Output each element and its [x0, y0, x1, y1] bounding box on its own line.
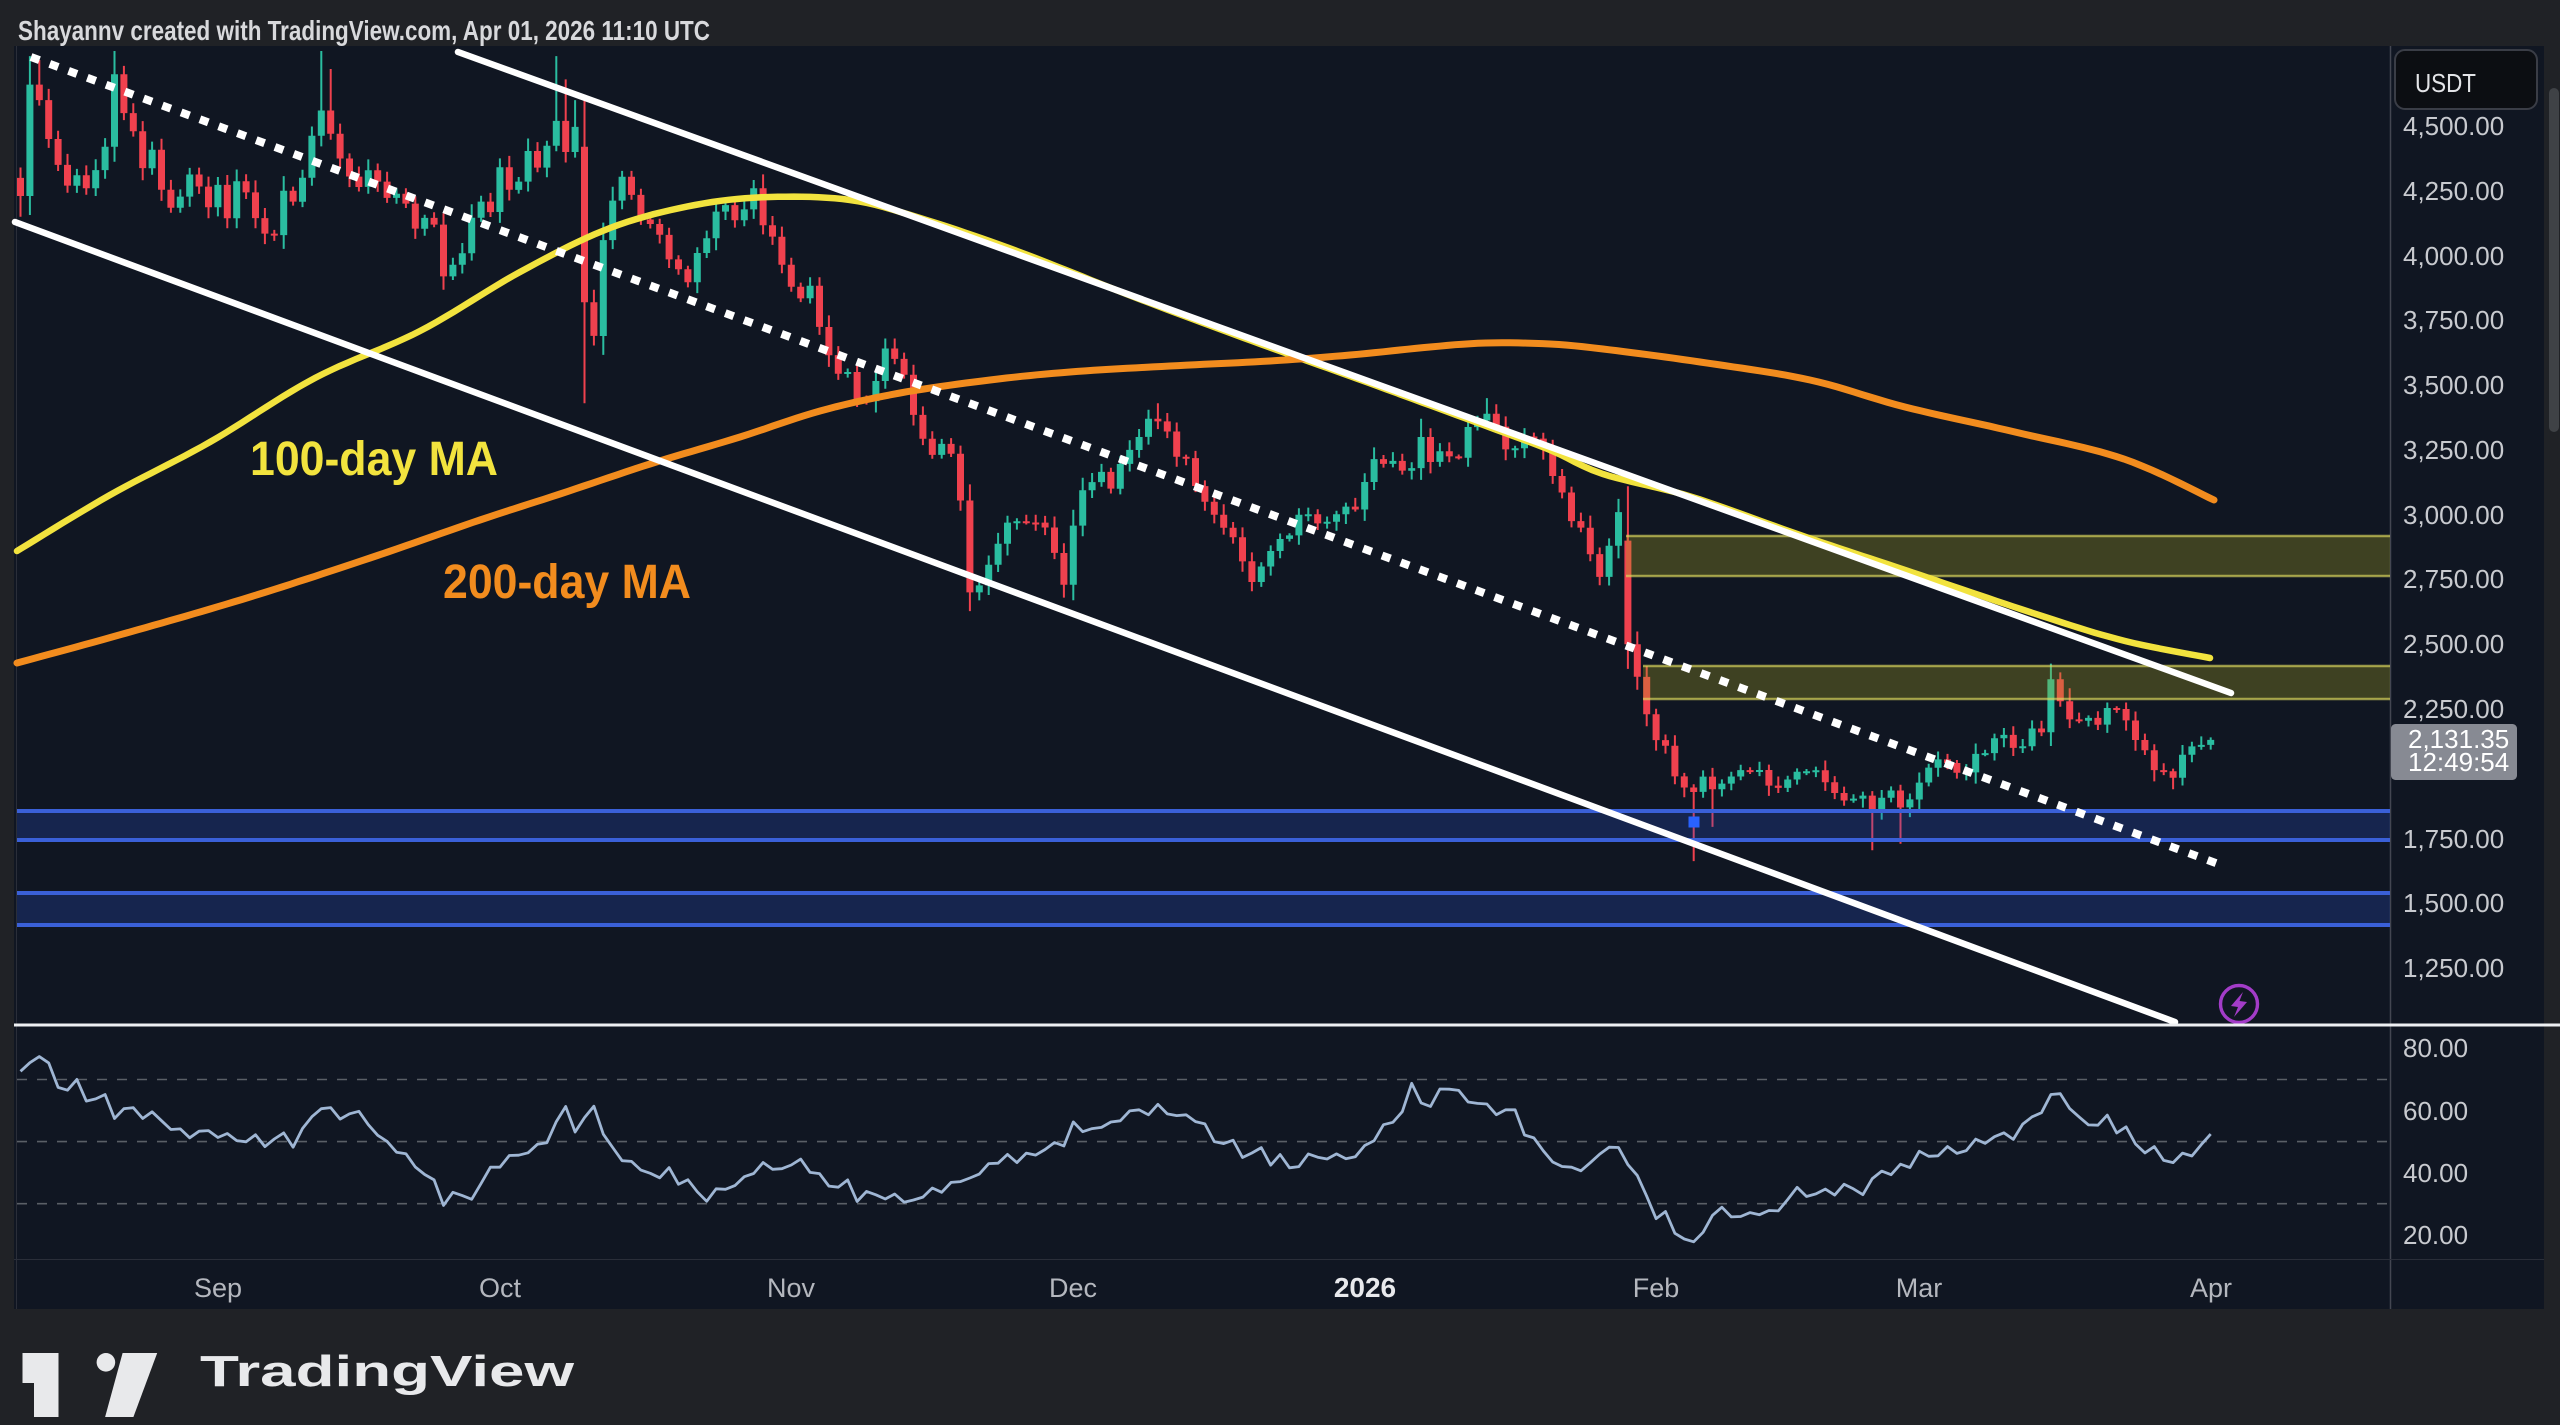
svg-text:Sep: Sep	[194, 1273, 242, 1303]
svg-text:2,131.35: 2,131.35	[2408, 724, 2509, 754]
svg-text:3,500.00: 3,500.00	[2403, 370, 2504, 400]
svg-text:40.00: 40.00	[2403, 1158, 2468, 1188]
svg-text:TradingView: TradingView	[200, 1347, 575, 1396]
svg-text:20.00: 20.00	[2403, 1220, 2468, 1250]
svg-text:2026: 2026	[1334, 1272, 1396, 1303]
svg-text:Apr: Apr	[2190, 1273, 2232, 1303]
svg-text:Nov: Nov	[767, 1273, 816, 1303]
svg-text:200-day MA: 200-day MA	[443, 556, 691, 609]
svg-text:12:49:54: 12:49:54	[2408, 747, 2509, 777]
svg-text:1,250.00: 1,250.00	[2403, 953, 2504, 983]
svg-text:4,250.00: 4,250.00	[2403, 176, 2504, 206]
svg-text:3,250.00: 3,250.00	[2403, 435, 2504, 465]
svg-text:Dec: Dec	[1049, 1273, 1097, 1303]
svg-text:4,500.00: 4,500.00	[2403, 111, 2504, 141]
svg-text:USDT: USDT	[2415, 68, 2476, 98]
svg-text:3,000.00: 3,000.00	[2403, 500, 2504, 530]
svg-text:2,750.00: 2,750.00	[2403, 564, 2504, 594]
svg-text:Mar: Mar	[1896, 1273, 1943, 1303]
svg-text:60.00: 60.00	[2403, 1096, 2468, 1126]
svg-text:80.00: 80.00	[2403, 1033, 2468, 1063]
svg-text:100-day MA: 100-day MA	[250, 433, 498, 486]
svg-text:Shayannv created with TradingV: Shayannv created with TradingView.com, A…	[18, 15, 710, 46]
svg-text:2,500.00: 2,500.00	[2403, 629, 2504, 659]
svg-text:Feb: Feb	[1633, 1273, 1680, 1303]
svg-text:1,750.00: 1,750.00	[2403, 824, 2504, 854]
svg-text:4,000.00: 4,000.00	[2403, 241, 2504, 271]
svg-text:1,500.00: 1,500.00	[2403, 888, 2504, 918]
svg-text:Oct: Oct	[479, 1273, 522, 1303]
svg-text:2,250.00: 2,250.00	[2403, 694, 2504, 724]
svg-text:3,750.00: 3,750.00	[2403, 305, 2504, 335]
